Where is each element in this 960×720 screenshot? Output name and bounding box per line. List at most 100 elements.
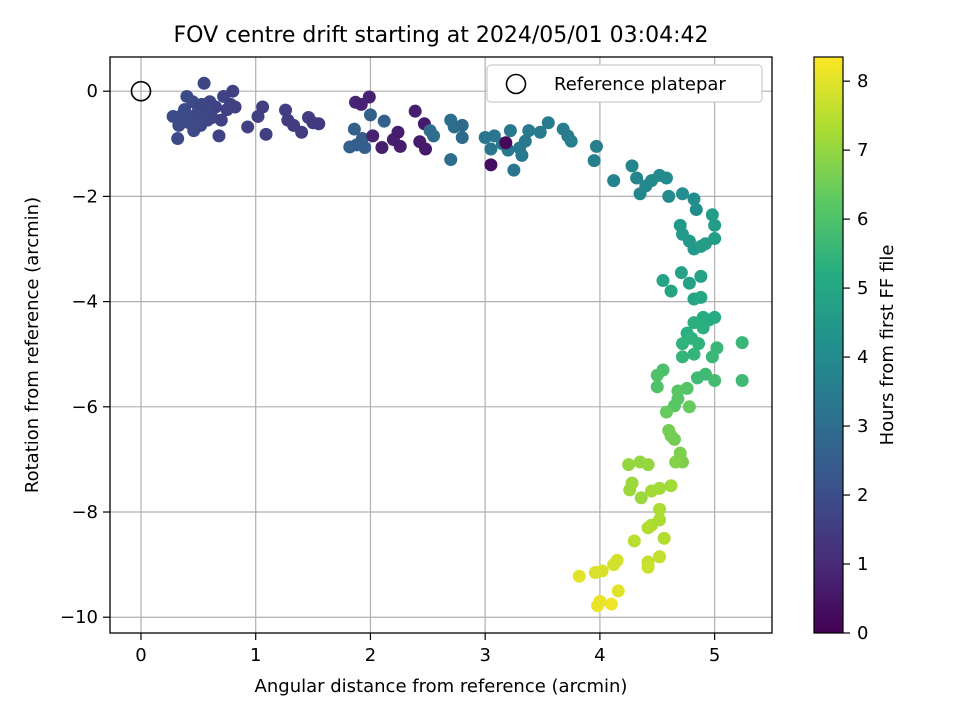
data-point bbox=[607, 558, 621, 572]
data-point bbox=[641, 458, 655, 472]
data-point bbox=[419, 142, 433, 156]
data-point bbox=[191, 116, 205, 130]
data-point bbox=[256, 100, 270, 114]
data-point bbox=[589, 139, 603, 153]
x-tick-label: 0 bbox=[135, 645, 146, 666]
data-point bbox=[588, 566, 602, 580]
x-tick-label: 2 bbox=[365, 645, 376, 666]
data-point bbox=[669, 455, 683, 469]
data-point bbox=[484, 142, 498, 156]
data-point bbox=[708, 374, 722, 388]
data-point bbox=[676, 187, 690, 201]
data-point bbox=[226, 84, 240, 98]
data-point bbox=[641, 521, 655, 535]
data-point bbox=[587, 154, 601, 168]
data-point bbox=[708, 231, 722, 245]
data-point bbox=[735, 374, 749, 388]
y-tick-label: −6 bbox=[71, 397, 98, 418]
data-point bbox=[375, 140, 389, 154]
data-point bbox=[705, 208, 719, 222]
y-tick-label: −2 bbox=[71, 186, 98, 207]
x-axis-label: Angular distance from reference (arcmin) bbox=[255, 676, 628, 697]
grid-lines bbox=[110, 57, 772, 633]
data-point bbox=[444, 153, 458, 167]
legend-open-circle-marker bbox=[505, 73, 527, 95]
data-point bbox=[197, 76, 211, 90]
data-point bbox=[362, 90, 376, 104]
data-point bbox=[664, 284, 678, 298]
data-point bbox=[591, 599, 605, 613]
data-point bbox=[572, 569, 586, 583]
data-point bbox=[295, 125, 309, 139]
data-point bbox=[455, 130, 469, 144]
colorbar-tick-label: 6 bbox=[857, 209, 868, 230]
data-point bbox=[541, 116, 555, 130]
colorbar-tick-label: 4 bbox=[857, 347, 868, 368]
data-point bbox=[625, 159, 639, 173]
data-point bbox=[228, 100, 242, 114]
data-point bbox=[487, 129, 501, 143]
data-point bbox=[533, 125, 547, 139]
data-point bbox=[201, 105, 215, 119]
data-point bbox=[408, 104, 422, 118]
colorbar: 0 1 2 3 4 5 6 7 8 Hours from first FF file bbox=[813, 56, 898, 644]
data-point bbox=[694, 269, 708, 283]
data-point bbox=[484, 158, 498, 172]
data-point bbox=[312, 117, 326, 131]
colorbar-tick-label: 0 bbox=[857, 623, 868, 644]
data-point bbox=[241, 120, 255, 134]
data-point bbox=[690, 371, 704, 385]
data-point bbox=[172, 118, 186, 132]
data-point bbox=[641, 560, 655, 574]
plot-frame bbox=[109, 56, 773, 634]
colorbar-tick-label: 7 bbox=[857, 140, 868, 161]
legend-label-reference-platepar: Reference platepar bbox=[554, 74, 726, 95]
legend-box bbox=[486, 64, 763, 103]
data-point bbox=[634, 491, 648, 505]
data-point bbox=[377, 114, 391, 128]
data-point bbox=[214, 113, 228, 127]
data-point bbox=[564, 134, 578, 148]
y-tick-label: 0 bbox=[87, 81, 98, 102]
data-point bbox=[676, 350, 690, 364]
x-tick-label: 4 bbox=[594, 645, 605, 666]
colorbar-tick-label: 2 bbox=[857, 485, 868, 506]
data-point bbox=[653, 550, 667, 564]
colorbar-label: Hours from first FF file bbox=[877, 245, 898, 446]
data-point bbox=[662, 189, 676, 203]
data-point bbox=[656, 274, 670, 288]
data-point bbox=[212, 129, 226, 143]
data-point bbox=[735, 336, 749, 350]
data-point bbox=[657, 531, 671, 545]
data-point bbox=[664, 479, 678, 493]
colorbar-tick-label: 8 bbox=[857, 71, 868, 92]
data-point bbox=[667, 432, 681, 446]
data-point bbox=[171, 132, 185, 146]
colorbar-tick-label: 1 bbox=[857, 554, 868, 575]
x-axis-ticks: 0 1 2 3 4 5 bbox=[135, 633, 720, 666]
data-point bbox=[259, 127, 273, 141]
data-point bbox=[366, 129, 380, 143]
data-points bbox=[166, 76, 749, 613]
data-point bbox=[650, 380, 664, 394]
data-point bbox=[279, 103, 293, 117]
data-point bbox=[393, 139, 407, 153]
data-point bbox=[692, 337, 706, 351]
colorbar-gradient bbox=[813, 56, 844, 634]
data-point bbox=[708, 218, 722, 232]
data-point bbox=[653, 481, 667, 495]
data-point bbox=[674, 266, 688, 280]
reference-platepar-marker bbox=[130, 80, 152, 102]
data-point bbox=[687, 192, 701, 206]
x-tick-label: 3 bbox=[479, 645, 490, 666]
data-point bbox=[650, 368, 664, 382]
y-tick-label: −4 bbox=[71, 292, 98, 313]
data-point bbox=[694, 290, 708, 304]
data-point bbox=[696, 321, 710, 335]
data-point bbox=[515, 148, 529, 162]
data-point bbox=[499, 136, 513, 150]
data-point bbox=[611, 584, 625, 598]
data-point bbox=[604, 597, 618, 611]
data-point bbox=[682, 276, 696, 290]
